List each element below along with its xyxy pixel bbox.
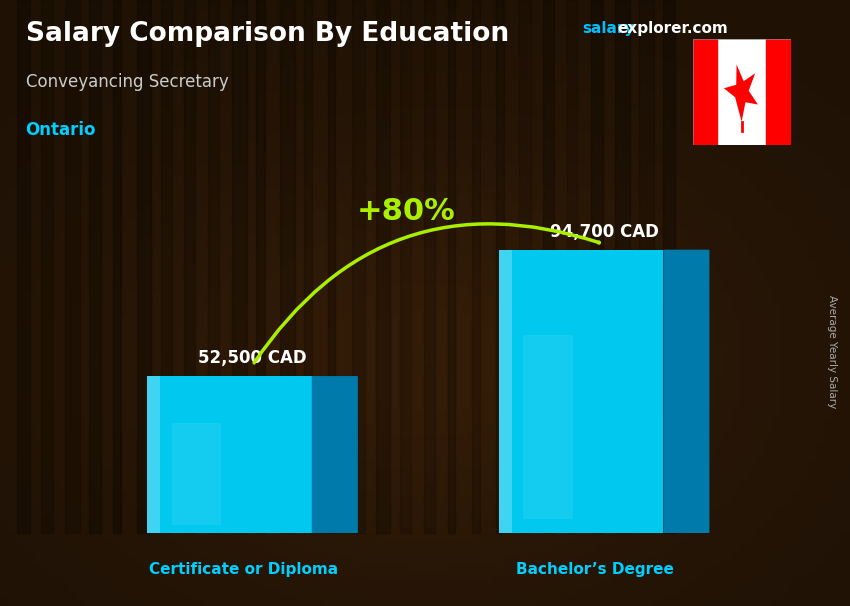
Bar: [161, 0, 169, 533]
Bar: [615, 0, 628, 533]
Bar: [17, 0, 24, 533]
Polygon shape: [663, 250, 710, 533]
Bar: [693, 39, 717, 145]
Bar: [519, 0, 531, 533]
Bar: [280, 0, 292, 533]
Text: +80%: +80%: [356, 197, 456, 226]
Polygon shape: [499, 250, 663, 533]
Bar: [304, 0, 316, 533]
Bar: [567, 0, 579, 533]
Bar: [639, 0, 648, 533]
Bar: [766, 39, 790, 145]
Bar: [496, 0, 507, 533]
Bar: [472, 0, 483, 533]
Bar: [65, 0, 73, 533]
Polygon shape: [312, 376, 358, 533]
Text: Certificate or Diploma: Certificate or Diploma: [149, 562, 338, 578]
Text: salary: salary: [582, 21, 635, 36]
Bar: [352, 0, 360, 533]
Bar: [113, 0, 126, 533]
Bar: [88, 0, 100, 533]
Polygon shape: [724, 64, 758, 122]
Bar: [400, 0, 410, 533]
Bar: [424, 0, 435, 533]
Text: 94,700 CAD: 94,700 CAD: [550, 222, 659, 241]
Text: explorer.com: explorer.com: [617, 21, 728, 36]
Bar: [543, 0, 558, 533]
Bar: [376, 0, 389, 533]
Text: Salary Comparison By Education: Salary Comparison By Education: [26, 21, 508, 47]
Polygon shape: [499, 250, 512, 533]
Bar: [137, 0, 146, 533]
Bar: [592, 0, 603, 533]
Polygon shape: [147, 376, 161, 533]
FancyArrowPatch shape: [254, 224, 599, 363]
Polygon shape: [147, 376, 312, 533]
Bar: [328, 0, 339, 533]
Bar: [41, 0, 50, 533]
Text: Conveyancing Secretary: Conveyancing Secretary: [26, 73, 229, 91]
Polygon shape: [172, 423, 221, 525]
Bar: [208, 0, 224, 533]
Bar: [448, 0, 456, 533]
Text: Bachelor’s Degree: Bachelor’s Degree: [516, 562, 674, 578]
Text: Average Yearly Salary: Average Yearly Salary: [827, 295, 837, 408]
Bar: [232, 0, 242, 533]
Bar: [663, 0, 674, 533]
Text: Ontario: Ontario: [26, 121, 96, 139]
Bar: [184, 0, 194, 533]
Text: 52,500 CAD: 52,500 CAD: [198, 349, 307, 367]
Bar: [256, 0, 265, 533]
Polygon shape: [524, 335, 573, 519]
